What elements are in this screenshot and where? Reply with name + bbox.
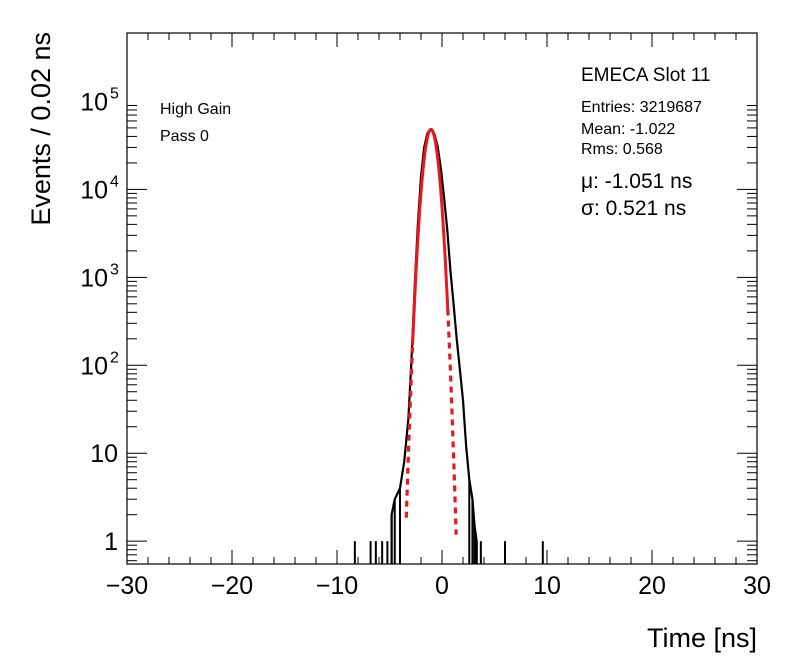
gain-label: High Gain (160, 101, 231, 118)
y-tick-label: 10 (80, 264, 108, 292)
y-tick-exponent: 3 (110, 261, 119, 278)
y-tick-label: 10 (80, 88, 108, 116)
y-axis-label: Events / 0.02 ns (26, 32, 56, 226)
x-tick-label: 10 (533, 572, 561, 600)
gaussian-fit-left-tail (404, 347, 415, 518)
entries-stat: Entries: 3219687 (581, 99, 702, 116)
y-tick-exponent: 5 (110, 85, 119, 102)
x-tick-label: −30 (106, 572, 148, 600)
y-tick-label: 1 (104, 528, 118, 556)
x-axis-label: Time [ns] (647, 623, 757, 653)
rms-stat: Rms: 0.568 (581, 141, 663, 158)
mu-stat: μ: -1.051 ns (581, 170, 692, 193)
sigma-stat: σ: 0.521 ns (581, 197, 686, 220)
slot-title: EMECA Slot 11 (581, 65, 711, 86)
x-tick-label: 0 (435, 572, 449, 600)
y-tick-exponent: 2 (110, 349, 119, 366)
x-tick-label: 20 (638, 572, 666, 600)
gaussian-fit-core (411, 127, 450, 345)
gaussian-fit-group (404, 127, 458, 535)
x-tick-label: −10 (316, 572, 358, 600)
y-tick-label: 10 (80, 352, 108, 380)
mean-stat: Mean: -1.022 (581, 121, 675, 138)
gaussian-fit-right-tail (446, 309, 458, 535)
y-tick-label: 10 (80, 176, 108, 204)
pass-label: Pass 0 (160, 128, 209, 145)
x-tick-label: 30 (743, 572, 771, 600)
histogram-core (390, 128, 478, 564)
y-tick-exponent: 4 (110, 173, 119, 190)
x-tick-label: −20 (211, 572, 253, 600)
y-tick-label: 10 (90, 440, 118, 468)
